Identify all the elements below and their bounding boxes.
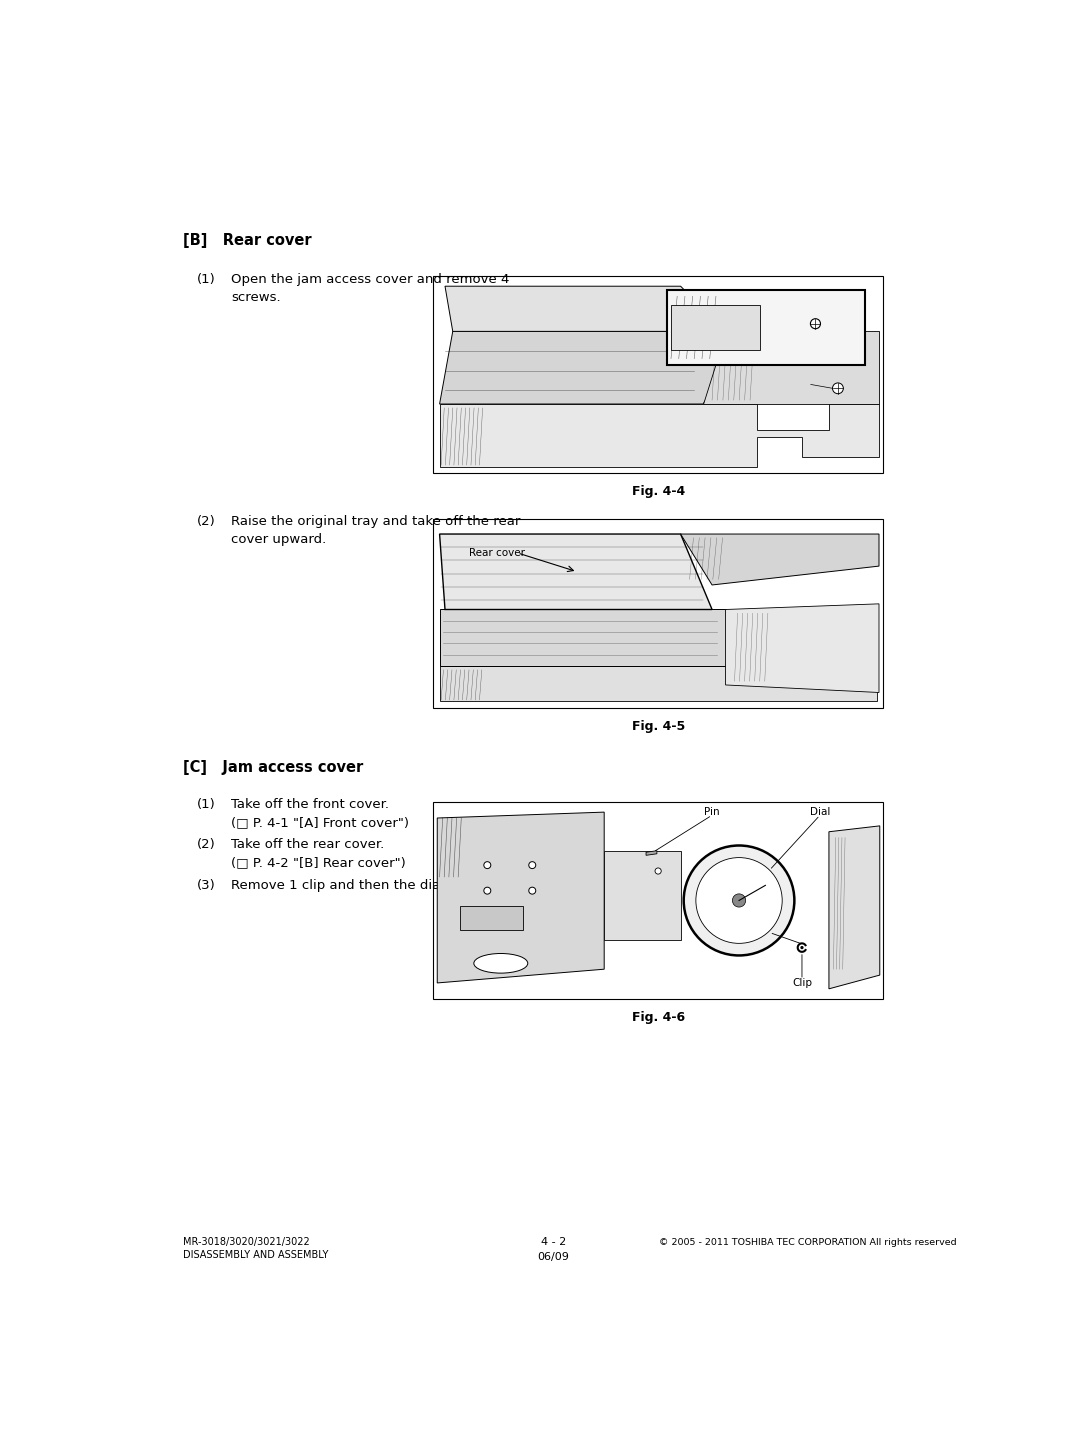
Bar [433, 276, 882, 473]
Text: Pin: Pin [704, 808, 720, 818]
Text: Clip: Clip [792, 979, 812, 989]
Text: (2): (2) [197, 839, 216, 852]
Polygon shape [440, 609, 726, 667]
Bar [460, 907, 524, 930]
Circle shape [833, 382, 843, 394]
Text: Rear cover: Rear cover [470, 547, 525, 558]
Polygon shape [703, 332, 879, 404]
Polygon shape [604, 851, 680, 940]
Polygon shape [829, 826, 880, 989]
Text: Fig. 4-5: Fig. 4-5 [632, 720, 685, 733]
Text: 4 - 2: 4 - 2 [541, 1237, 566, 1246]
Circle shape [656, 868, 661, 874]
Text: Raise the original tray and take off the rear
cover upward.: Raise the original tray and take off the… [231, 514, 521, 546]
Bar [667, 290, 865, 365]
Polygon shape [646, 851, 657, 855]
Text: (2): (2) [197, 514, 216, 527]
Text: Open the jam access cover and remove 4
screws.: Open the jam access cover and remove 4 s… [231, 273, 510, 303]
Circle shape [484, 862, 490, 868]
Circle shape [529, 862, 536, 868]
Ellipse shape [474, 954, 528, 973]
Text: (1): (1) [197, 273, 216, 286]
Text: [B]   Rear cover: [B] Rear cover [183, 233, 312, 247]
Text: Dial: Dial [810, 808, 831, 818]
Text: Fig. 4-4: Fig. 4-4 [632, 486, 685, 499]
Text: Fig. 4-6: Fig. 4-6 [632, 1012, 685, 1025]
Text: (1): (1) [197, 799, 216, 812]
Text: [C]   Jam access cover: [C] Jam access cover [183, 760, 363, 775]
Polygon shape [437, 812, 604, 983]
Polygon shape [440, 332, 748, 404]
Text: Take off the rear cover.
(□ P. 4-2 "[B] Rear cover"): Take off the rear cover. (□ P. 4-2 "[B] … [231, 839, 406, 869]
Polygon shape [440, 535, 712, 609]
Circle shape [732, 894, 745, 907]
Text: Take off the front cover.
(□ P. 4-1 "[A] Front cover"): Take off the front cover. (□ P. 4-1 "[A]… [231, 799, 409, 829]
Text: DISASSEMBLY AND ASSEMBLY: DISASSEMBLY AND ASSEMBLY [183, 1250, 328, 1260]
Bar [433, 802, 882, 999]
Polygon shape [726, 604, 879, 693]
Circle shape [529, 887, 536, 894]
Circle shape [810, 319, 821, 329]
Polygon shape [440, 404, 879, 467]
Polygon shape [680, 535, 879, 585]
Circle shape [696, 858, 782, 943]
Text: Remove 1 clip and then the dial and pin.: Remove 1 clip and then the dial and pin. [231, 878, 502, 891]
Bar [671, 305, 760, 349]
Circle shape [801, 947, 802, 948]
Text: 06/09: 06/09 [538, 1252, 569, 1262]
Text: (3): (3) [197, 878, 216, 891]
Circle shape [684, 845, 795, 956]
Polygon shape [445, 286, 726, 332]
Text: © 2005 - 2011 TOSHIBA TEC CORPORATION All rights reserved: © 2005 - 2011 TOSHIBA TEC CORPORATION Al… [659, 1237, 957, 1246]
Bar [433, 519, 882, 707]
Polygon shape [440, 667, 877, 701]
Text: MR-3018/3020/3021/3022: MR-3018/3020/3021/3022 [183, 1237, 310, 1246]
Circle shape [484, 887, 490, 894]
